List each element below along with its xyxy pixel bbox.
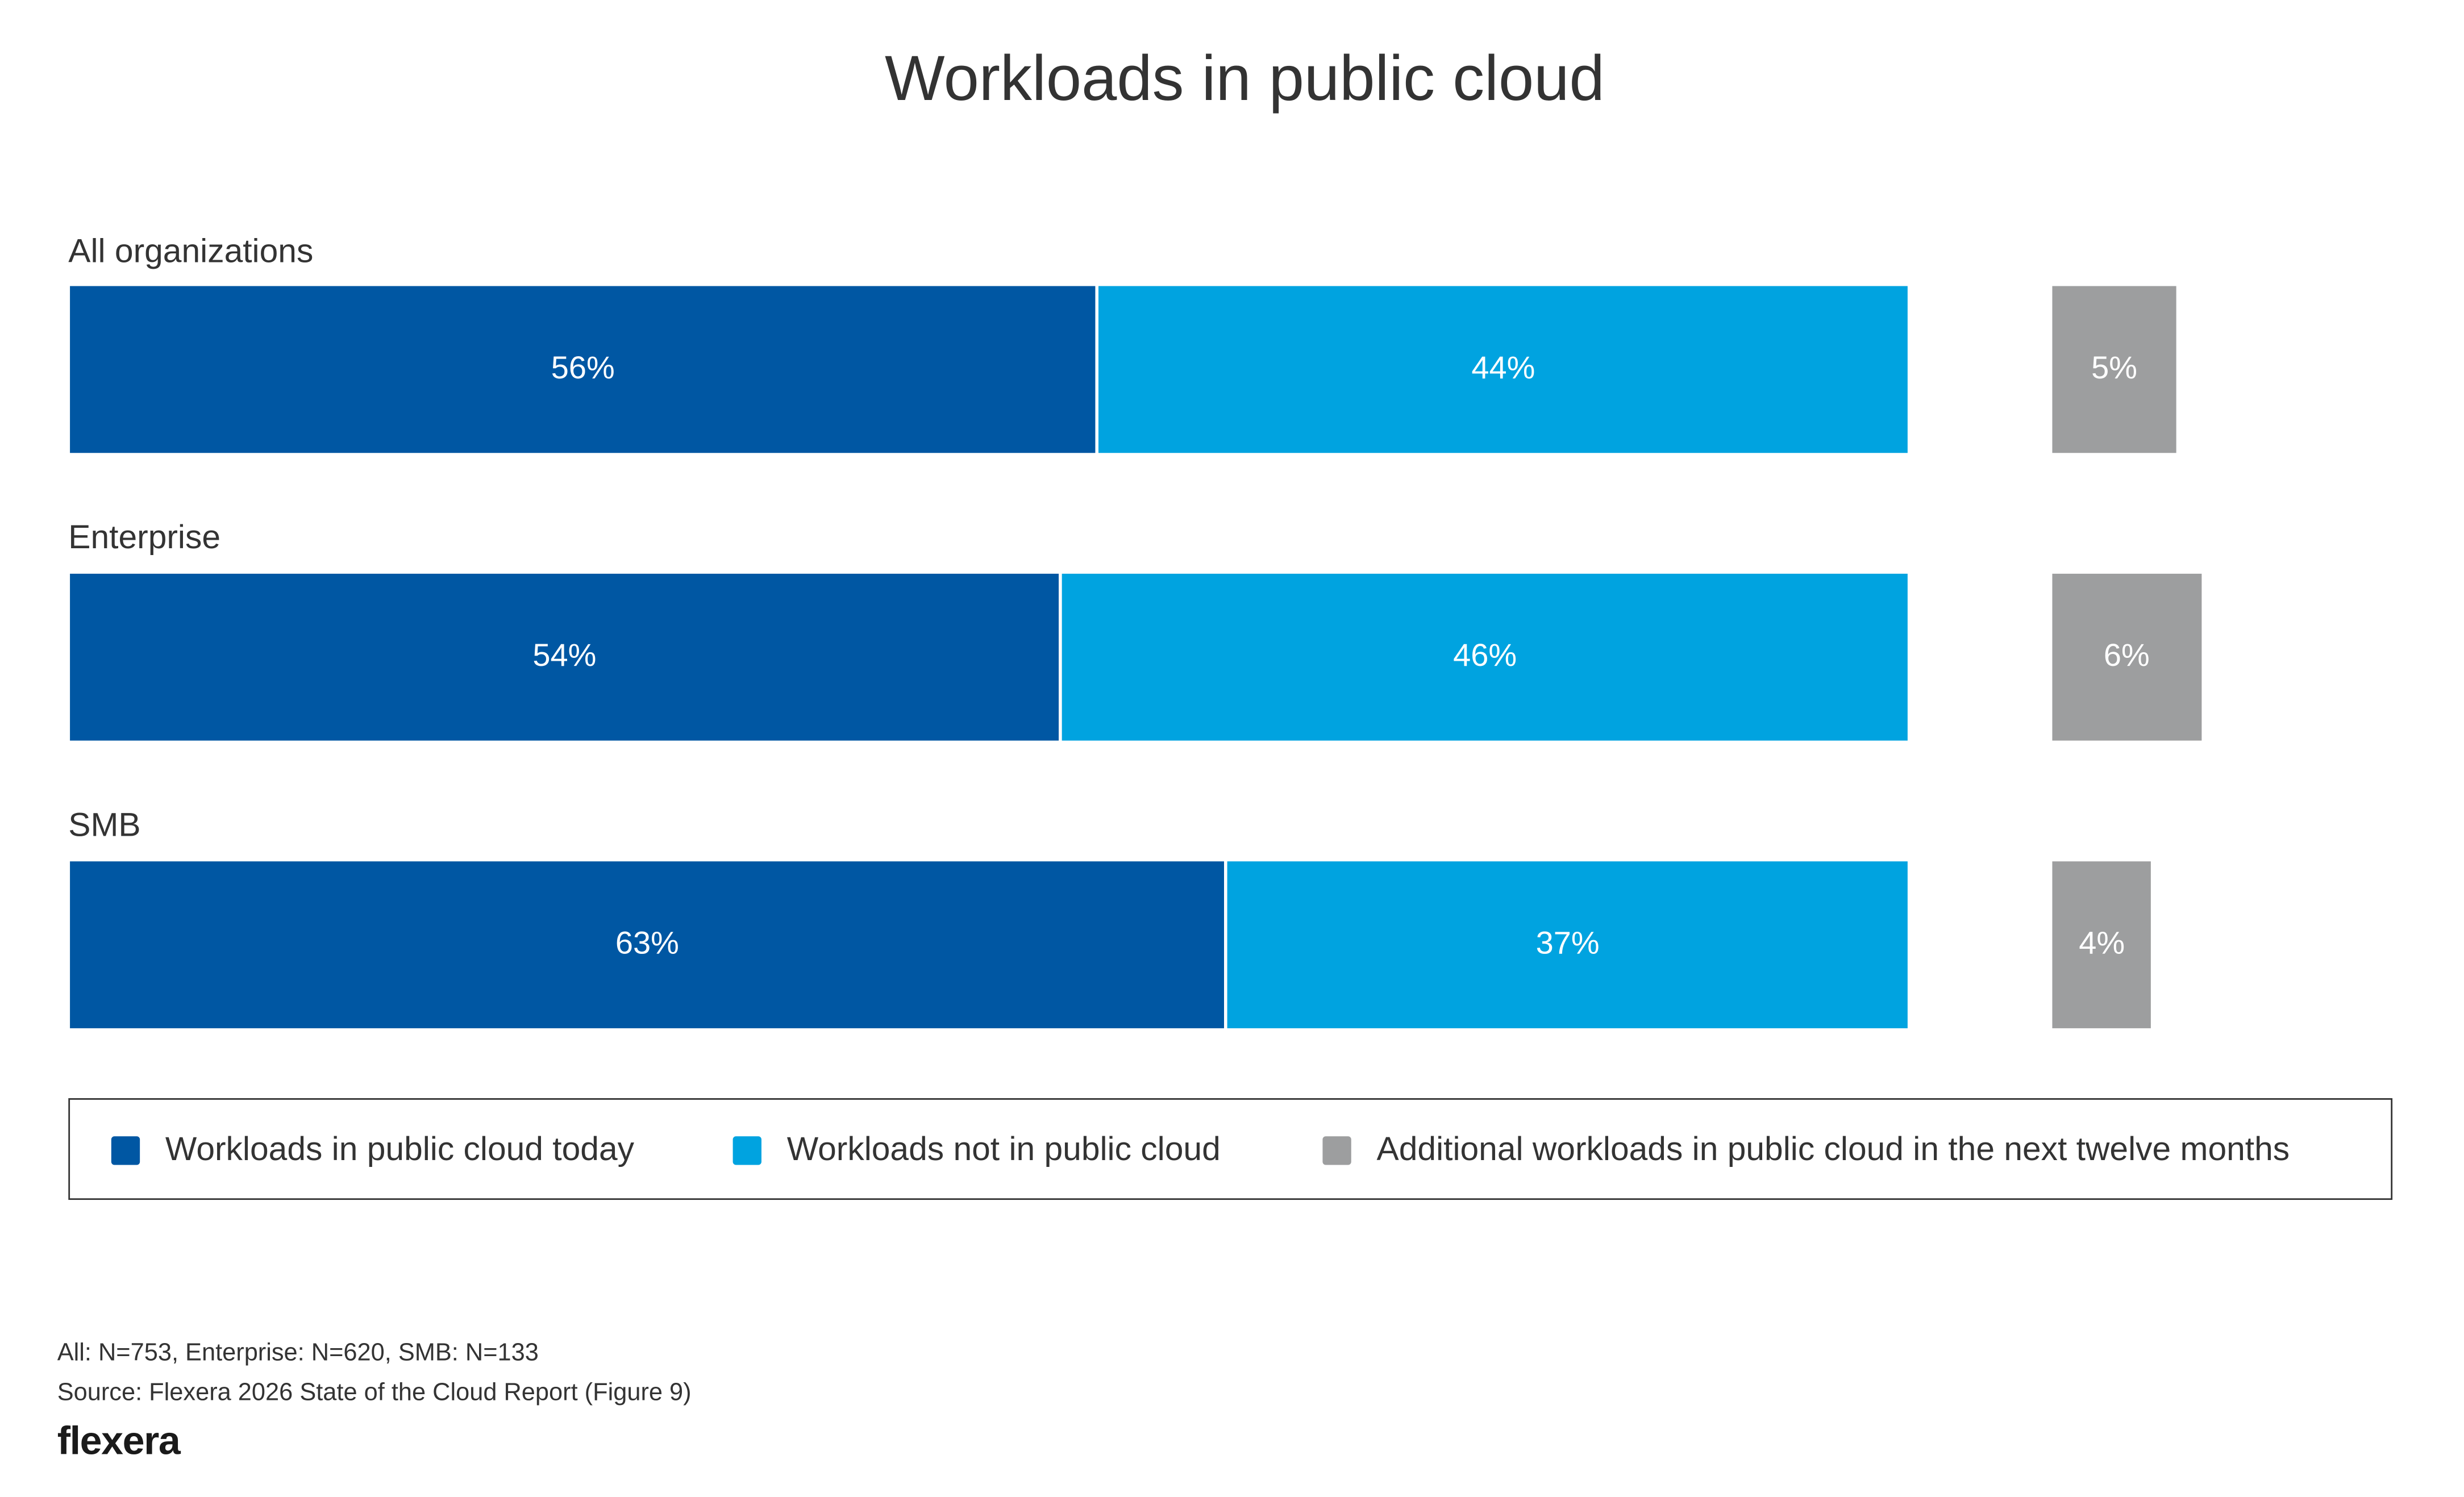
bar-segment: 56% bbox=[70, 286, 1096, 453]
bar-additional: 6% bbox=[2052, 573, 2201, 741]
data-label: 37% bbox=[1535, 926, 1600, 962]
category-label: Enterprise bbox=[68, 519, 221, 557]
legend-swatch bbox=[111, 1136, 140, 1165]
legend-label: Workloads in public cloud today bbox=[165, 1131, 635, 1169]
data-label: 6% bbox=[2103, 639, 2150, 674]
bar-segment: 37% bbox=[1227, 861, 1908, 1028]
legend-swatch bbox=[1322, 1136, 1351, 1165]
source-note: Source: Flexera 2026 State of the Cloud … bbox=[57, 1379, 692, 1407]
legend-label: Workloads not in public cloud bbox=[786, 1131, 1221, 1169]
legend-swatch bbox=[732, 1136, 761, 1165]
data-label: 63% bbox=[615, 926, 679, 962]
category-label: All organizations bbox=[68, 233, 314, 270]
bar-segment: 44% bbox=[1099, 286, 1908, 453]
data-label: 46% bbox=[1453, 639, 1517, 674]
legend-item-today: Workloads in public cloud today bbox=[111, 1100, 634, 1202]
chart-title: Workloads in public cloud bbox=[884, 44, 1605, 115]
bar-segment: 46% bbox=[1062, 573, 1908, 741]
data-label: 5% bbox=[2091, 351, 2137, 386]
legend-label: Additional workloads in public cloud in … bbox=[1376, 1131, 2290, 1169]
bar-segment: 54% bbox=[70, 573, 1059, 741]
data-label: 4% bbox=[2079, 926, 2125, 962]
legend-item-additional: Additional workloads in public cloud in … bbox=[1322, 1100, 2290, 1202]
data-label: 54% bbox=[532, 639, 597, 674]
category-label: SMB bbox=[68, 807, 141, 844]
legend-item-not-in-cloud: Workloads not in public cloud bbox=[732, 1100, 1221, 1202]
bar-additional: 5% bbox=[2052, 286, 2176, 453]
legend: Workloads in public cloud today Workload… bbox=[68, 1098, 2393, 1202]
bar-segment: 63% bbox=[70, 861, 1225, 1028]
sample-size-note: All: N=753, Enterprise: N=620, SMB: N=13… bbox=[57, 1340, 539, 1367]
data-label: 56% bbox=[551, 351, 615, 386]
bar-additional: 4% bbox=[2052, 861, 2151, 1028]
data-label: 44% bbox=[1471, 351, 1535, 386]
flexera-logo: flexera bbox=[57, 1419, 181, 1464]
